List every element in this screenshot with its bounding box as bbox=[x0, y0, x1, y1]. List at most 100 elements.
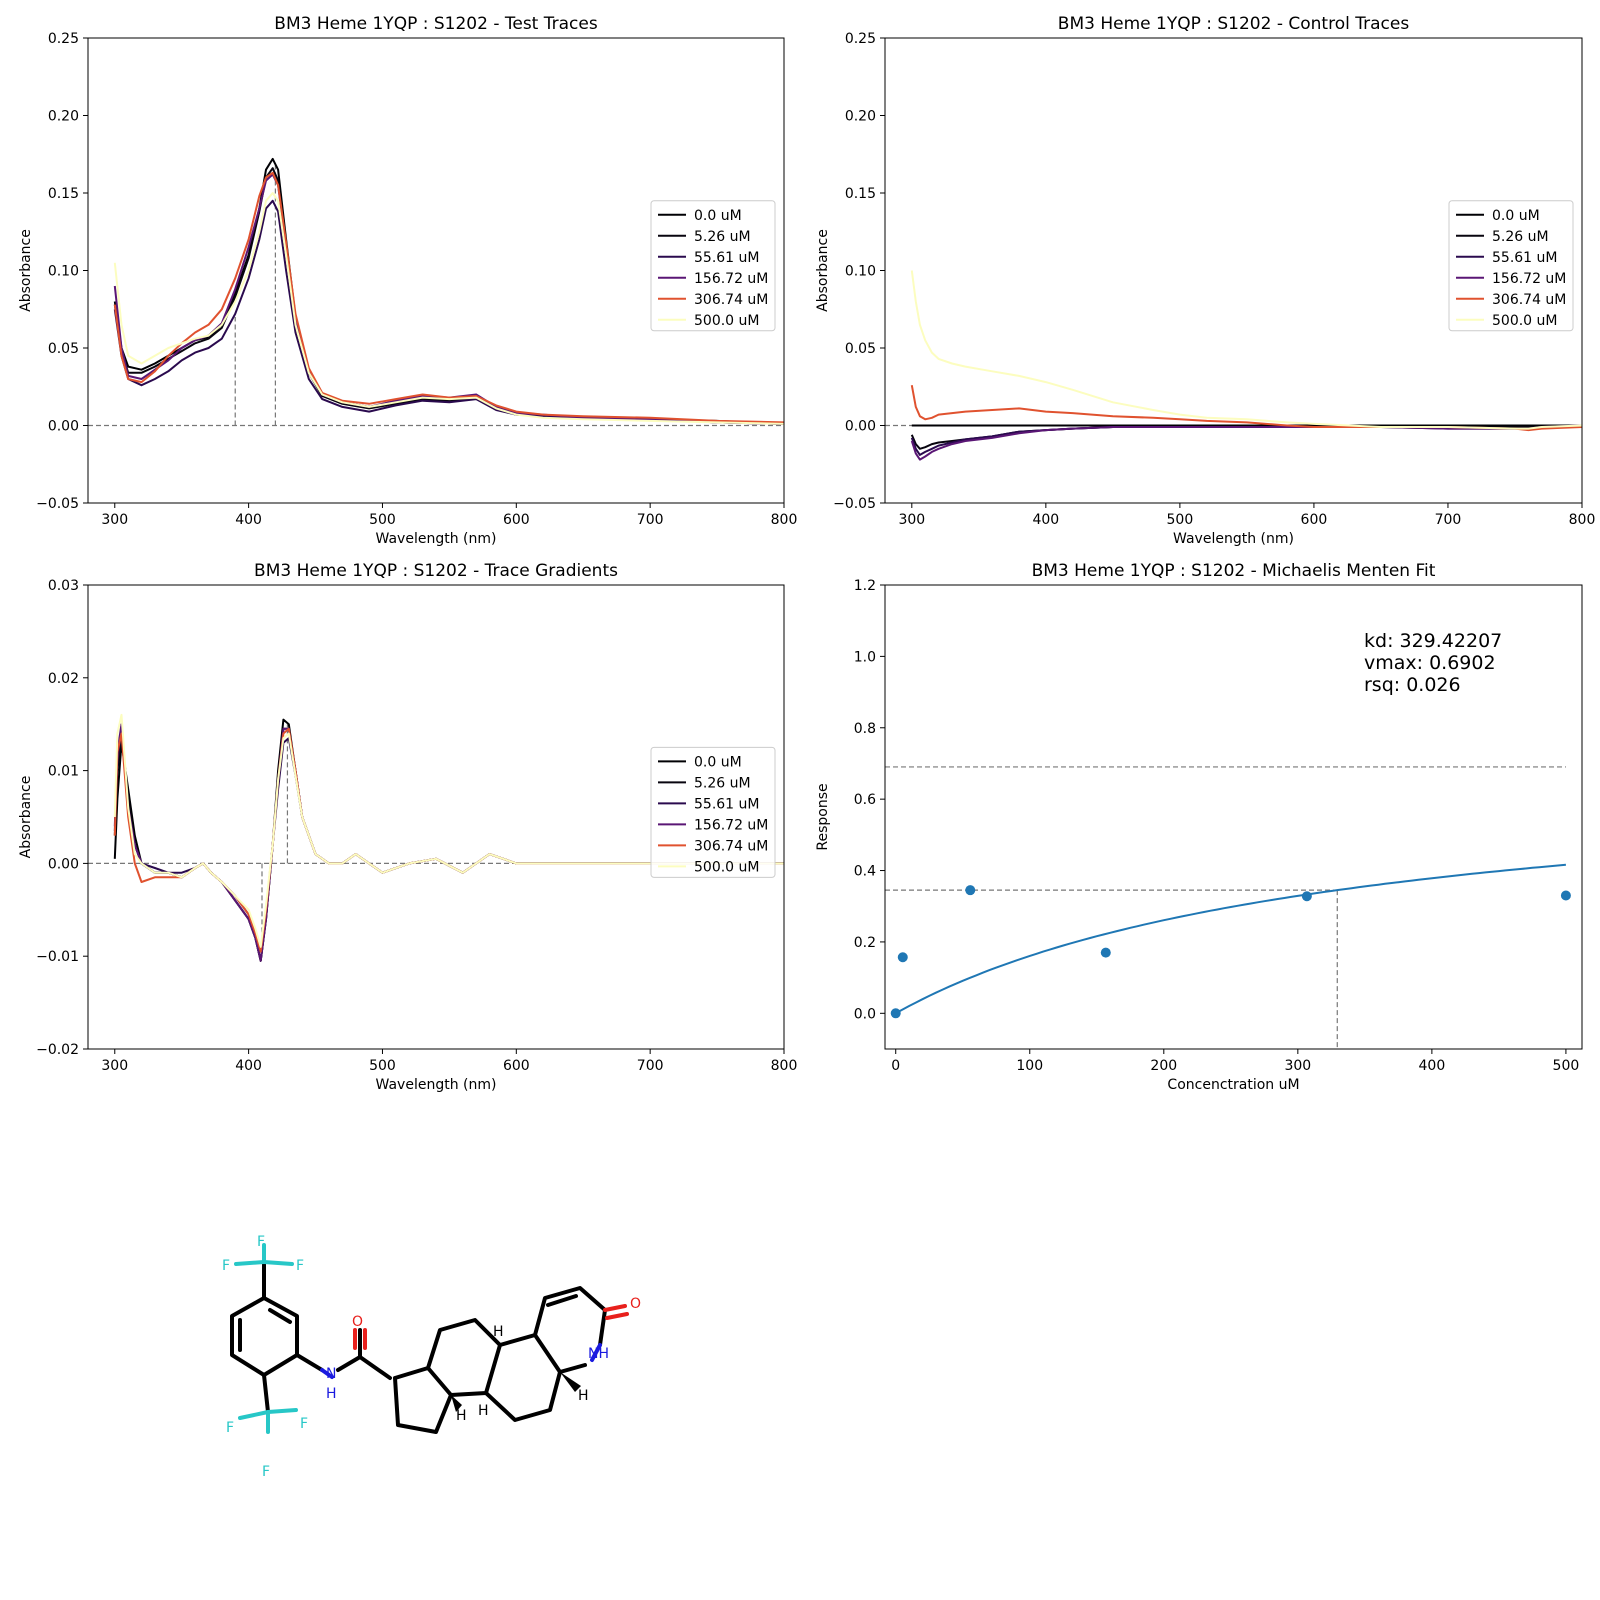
x-axis-label: Wavelength (nm) bbox=[376, 1077, 497, 1093]
y-axis-label: Absorbance bbox=[18, 229, 34, 312]
x-tick-label: 600 bbox=[1301, 512, 1328, 528]
plot-frame bbox=[87, 584, 785, 1050]
legend-label: 156.72 uM bbox=[694, 271, 768, 287]
plot-area bbox=[88, 157, 784, 427]
y-tick-label: 0.00 bbox=[48, 856, 79, 872]
svg-text:F: F bbox=[296, 1258, 304, 1274]
x-tick-label: 500 bbox=[1553, 1058, 1580, 1074]
svg-text:F: F bbox=[300, 1416, 308, 1432]
chart-title: BM3 Heme 1YQP : S1202 - Control Traces bbox=[1058, 14, 1410, 34]
y-axis-label: Absorbance bbox=[815, 229, 831, 312]
series-line bbox=[910, 424, 1582, 461]
series-line bbox=[113, 171, 784, 424]
data-point bbox=[1560, 890, 1571, 901]
x-tick-label: 300 bbox=[101, 1058, 128, 1074]
svg-text:H: H bbox=[456, 1408, 467, 1424]
y-tick-label: 0.03 bbox=[48, 578, 79, 594]
legend-label: 5.26 uM bbox=[694, 229, 751, 245]
legend: 0.0 uM 5.26 uM 55.61 uM 156.72 uM 306.74 uM 5… bbox=[650, 746, 776, 878]
legend-label: 55.61 uM bbox=[694, 796, 759, 812]
y-tick-label: −0.05 bbox=[36, 496, 79, 512]
y-tick-label: 1.2 bbox=[854, 578, 876, 594]
y-tick-label: 0.20 bbox=[845, 109, 876, 125]
x-axis-label: Wavelength (nm) bbox=[376, 531, 497, 547]
y-tick-label: 0.25 bbox=[845, 31, 876, 47]
legend: 0.0 uM 5.26 uM 55.61 uM 156.72 uM 306.74 uM 5… bbox=[1448, 200, 1574, 332]
test-traces-chart: BM3 Heme 1YQP : S1202 - Test Traces 300 40… bbox=[18, 14, 797, 547]
legend-label: 156.72 uM bbox=[1492, 271, 1566, 287]
y-tick-label: 0.05 bbox=[845, 341, 876, 357]
molecule-structure-image: F F F F F F O O N H NH H H H H bbox=[222, 1234, 641, 1480]
x-tick-label: 200 bbox=[1150, 1058, 1177, 1074]
svg-text:H: H bbox=[478, 1403, 489, 1419]
x-tick-label: 400 bbox=[235, 1058, 262, 1074]
x-tick-label: 700 bbox=[1435, 512, 1462, 528]
x-tick-label: 300 bbox=[1284, 1058, 1311, 1074]
y-tick-label: 0.20 bbox=[48, 109, 79, 125]
svg-text:H: H bbox=[326, 1386, 337, 1402]
data-point bbox=[897, 952, 908, 963]
data-point bbox=[1301, 891, 1312, 902]
x-tick-label: 800 bbox=[1569, 512, 1596, 528]
y-tick-label: 0.15 bbox=[845, 186, 876, 202]
y-tick-label: 0.05 bbox=[48, 341, 79, 357]
control-traces-chart: BM3 Heme 1YQP : S1202 - Control Traces 30… bbox=[815, 14, 1595, 547]
series-line bbox=[113, 713, 784, 948]
legend-label: 156.72 uM bbox=[694, 817, 768, 833]
x-tick-label: 500 bbox=[369, 1058, 396, 1074]
y-tick-label: 0.02 bbox=[48, 671, 79, 687]
legend-label: 500.0 uM bbox=[1492, 313, 1557, 329]
legend-label: 0.0 uM bbox=[694, 208, 742, 224]
y-tick-label: 0.2 bbox=[854, 935, 876, 951]
fit-curve bbox=[895, 863, 1566, 1015]
y-tick-label: −0.02 bbox=[36, 1042, 79, 1058]
y-tick-label: 0.8 bbox=[854, 721, 876, 737]
svg-text:F: F bbox=[257, 1234, 265, 1250]
y-tick-label: 0.00 bbox=[845, 419, 876, 435]
legend: 0.0 uM 5.26 uM 55.61 uM 156.72 uM 306.74 uM 5… bbox=[650, 200, 776, 332]
x-tick-label: 400 bbox=[1419, 1058, 1446, 1074]
svg-text:N: N bbox=[326, 1366, 336, 1382]
svg-text:NH: NH bbox=[588, 1346, 609, 1362]
legend-label: 306.74 uM bbox=[694, 292, 768, 308]
legend-label: 306.74 uM bbox=[1492, 292, 1566, 308]
trace-gradients-chart: BM3 Heme 1YQP : S1202 - Trace Gradients 3… bbox=[18, 561, 797, 1093]
svg-text:H: H bbox=[493, 1324, 504, 1340]
plot-area bbox=[885, 270, 1582, 461]
legend-label: 5.26 uM bbox=[694, 775, 751, 791]
legend-label: 55.61 uM bbox=[694, 250, 759, 266]
plot-frame bbox=[884, 584, 1583, 1050]
michaelis-menten-chart: BM3 Heme 1YQP : S1202 - Michaelis Menten… bbox=[815, 561, 1583, 1093]
x-tick-label: 100 bbox=[1016, 1058, 1043, 1074]
legend-label: 55.61 uM bbox=[1492, 250, 1557, 266]
x-tick-label: 800 bbox=[771, 512, 798, 528]
x-axis-label: Concenctration uM bbox=[1167, 1077, 1299, 1093]
x-axis-label: Wavelength (nm) bbox=[1173, 531, 1294, 547]
fit-annotation: rsq: 0.026 bbox=[1364, 674, 1461, 696]
chart-title: BM3 Heme 1YQP : S1202 - Trace Gradients bbox=[254, 561, 618, 581]
legend-label: 0.0 uM bbox=[694, 754, 742, 770]
legend-label: 500.0 uM bbox=[694, 859, 759, 875]
legend-label: 500.0 uM bbox=[694, 313, 759, 329]
x-tick-label: 300 bbox=[101, 512, 128, 528]
y-tick-label: 0.6 bbox=[854, 792, 876, 808]
series-line bbox=[910, 270, 1582, 430]
y-tick-label: 0.10 bbox=[48, 264, 79, 280]
svg-text:F: F bbox=[226, 1420, 234, 1436]
data-point bbox=[890, 1008, 901, 1019]
y-tick-label: 0.00 bbox=[48, 419, 79, 435]
x-tick-label: 400 bbox=[235, 512, 262, 528]
y-tick-label: 0.4 bbox=[854, 864, 876, 880]
svg-text:F: F bbox=[222, 1258, 230, 1274]
y-tick-label: −0.01 bbox=[36, 949, 79, 965]
x-tick-label: 0 bbox=[891, 1058, 900, 1074]
y-tick-label: 1.0 bbox=[854, 649, 876, 665]
y-axis-label: Absorbance bbox=[18, 776, 34, 859]
x-tick-label: 700 bbox=[637, 512, 664, 528]
y-tick-label: 0.25 bbox=[48, 31, 79, 47]
y-axis-label: Response bbox=[815, 783, 831, 850]
plot-area bbox=[88, 713, 784, 962]
svg-text:H: H bbox=[578, 1388, 589, 1404]
data-point bbox=[1100, 947, 1111, 958]
